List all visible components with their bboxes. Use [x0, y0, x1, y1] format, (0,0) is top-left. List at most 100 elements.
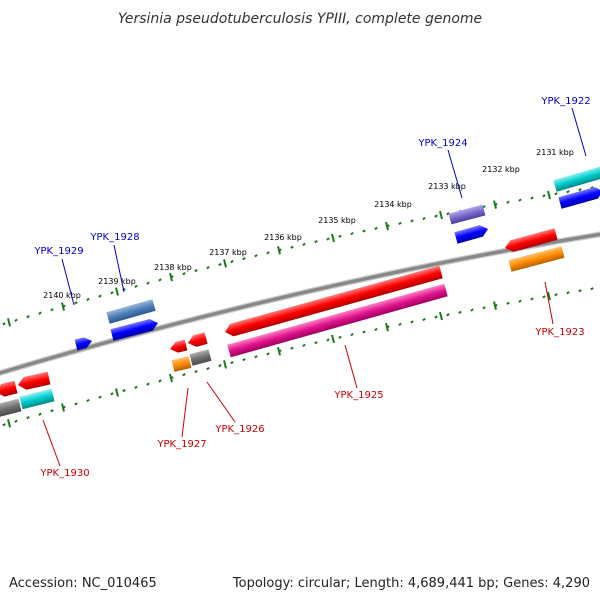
- minor-tick: [362, 330, 366, 334]
- cds-ypk1923[interactable]: [503, 228, 558, 254]
- cds-ypk1925[interactable]: [223, 265, 443, 339]
- cds-orange-ypk1927[interactable]: [171, 356, 192, 372]
- minor-tick: [590, 287, 594, 291]
- minor-tick: [446, 212, 450, 216]
- ruler-tick-label: 2140 kbp: [43, 291, 81, 300]
- minor-tick: [14, 419, 18, 423]
- minor-tick: [158, 379, 162, 383]
- gene-label[interactable]: YPK_1926: [214, 424, 264, 435]
- minor-tick: [326, 338, 330, 342]
- cds-ypk1927[interactable]: [169, 339, 188, 355]
- cds-purple-ypk1924[interactable]: [448, 204, 486, 225]
- minor-tick: [146, 382, 150, 386]
- minor-tick: [98, 395, 102, 399]
- minor-tick: [182, 272, 186, 276]
- gene-label[interactable]: YPK_1928: [89, 232, 139, 243]
- cds-ypk1928[interactable]: [110, 317, 159, 341]
- minor-tick: [374, 327, 378, 332]
- minor-tick: [266, 251, 270, 255]
- cds-ypk1924[interactable]: [454, 223, 489, 244]
- gene-label[interactable]: YPK_1925: [333, 390, 383, 401]
- cds-grey-left-edge[interactable]: [0, 398, 22, 418]
- cds-ypk1929[interactable]: [74, 336, 94, 351]
- major-tick: [547, 190, 551, 200]
- minor-tick: [302, 343, 306, 348]
- cds-magenta-ypk1925[interactable]: [227, 283, 448, 358]
- minor-tick: [2, 322, 6, 326]
- major-tick: [169, 373, 173, 383]
- cds-grey-ypk1926[interactable]: [189, 349, 212, 366]
- cds-orange-ypk1923[interactable]: [508, 246, 565, 272]
- minor-tick: [314, 341, 318, 345]
- minor-tick: [398, 221, 402, 226]
- minor-tick: [422, 216, 426, 221]
- minor-tick: [434, 315, 438, 319]
- minor-tick: [230, 360, 234, 365]
- cds-cyan-ypk1930[interactable]: [19, 388, 55, 410]
- gene-label-leader: [571, 107, 587, 157]
- minor-tick: [338, 335, 342, 339]
- minor-tick: [194, 369, 198, 374]
- minor-tick: [98, 294, 102, 298]
- minor-tick: [50, 308, 54, 312]
- minor-tick: [254, 254, 258, 258]
- minor-tick: [182, 373, 186, 377]
- gene-label[interactable]: YPK_1923: [534, 327, 584, 338]
- minor-tick: [206, 366, 210, 371]
- minor-tick: [86, 297, 90, 302]
- minor-tick: [398, 322, 402, 327]
- gene-label-leader: [42, 419, 61, 467]
- gene-label[interactable]: YPK_1924: [417, 138, 467, 149]
- minor-tick: [506, 200, 510, 204]
- minor-tick: [458, 310, 462, 314]
- major-tick: [547, 291, 551, 301]
- minor-tick: [230, 259, 234, 264]
- minor-tick: [350, 232, 354, 236]
- minor-tick: [566, 190, 570, 194]
- minor-tick: [542, 194, 546, 198]
- major-tick: [331, 233, 335, 243]
- minor-tick: [566, 291, 570, 295]
- gene-label-leader: [544, 281, 554, 325]
- major-tick: [493, 301, 497, 310]
- ruler-tick-label: 2138 kbp: [154, 263, 192, 272]
- minor-tick: [26, 416, 30, 420]
- minor-tick: [434, 214, 438, 218]
- minor-tick: [74, 402, 78, 406]
- minor-tick: [314, 240, 318, 244]
- lower-tick-guide: [2, 287, 594, 428]
- major-tick: [115, 388, 119, 397]
- minor-tick: [554, 293, 558, 297]
- cds-ypk1922[interactable]: [558, 185, 600, 209]
- gene-label-leader: [344, 344, 358, 389]
- major-tick: [169, 272, 173, 282]
- minor-tick: [158, 278, 162, 282]
- cds-bluegrey-ypk1928[interactable]: [106, 299, 156, 324]
- minor-tick: [530, 297, 534, 301]
- minor-tick: [2, 423, 6, 427]
- major-tick: [331, 334, 335, 344]
- major-tick: [115, 287, 119, 296]
- minor-tick: [578, 289, 582, 293]
- major-tick: [277, 246, 281, 255]
- minor-tick: [338, 234, 342, 238]
- minor-tick: [134, 385, 138, 389]
- ruler-tick-label: 2135 kbp: [318, 216, 356, 225]
- cds-ypk1926[interactable]: [186, 332, 208, 349]
- minor-tick: [302, 242, 306, 247]
- minor-tick: [122, 388, 126, 393]
- gene-label[interactable]: YPK_1922: [540, 96, 590, 107]
- cds-cyan-ypk1922[interactable]: [553, 166, 600, 192]
- minor-tick: [290, 245, 294, 249]
- gene-label[interactable]: YPK_1927: [156, 439, 206, 450]
- minor-tick: [410, 219, 414, 223]
- gene-label[interactable]: YPK_1929: [33, 246, 83, 257]
- cds-ypk1930[interactable]: [17, 371, 51, 392]
- cds-red-left-edge[interactable]: [0, 380, 18, 399]
- gene-label[interactable]: YPK_1930: [39, 468, 89, 479]
- minor-tick: [74, 301, 78, 305]
- minor-tick: [542, 295, 546, 299]
- major-tick: [385, 322, 389, 332]
- backbone-line: [0, 232, 600, 375]
